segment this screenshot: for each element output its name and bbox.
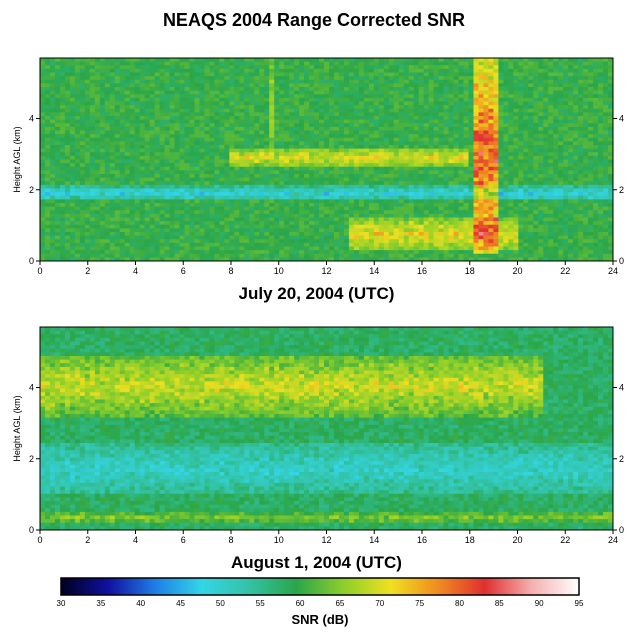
colorbar-tick-label: 65: [335, 599, 344, 608]
y-tick-label-right: 0: [619, 525, 624, 535]
x-tick-label: 10: [274, 266, 284, 276]
x-tick-label: 8: [228, 266, 233, 276]
colorbar-tick-label: 70: [375, 599, 384, 608]
x-tick-label: 6: [181, 535, 186, 545]
x-tick-label: 20: [512, 535, 522, 545]
x-tick-label: 12: [321, 266, 331, 276]
colorbar-tick-label: 35: [96, 599, 105, 608]
x-tick-label: 24: [608, 535, 618, 545]
colorbar-scale: [60, 577, 580, 596]
y-tick-label: 0: [29, 525, 34, 535]
y-axis-label: Height AGL (km): [12, 126, 22, 192]
x-tick-label: 24: [608, 266, 618, 276]
x-tick-label: 2: [85, 266, 90, 276]
heatmap-august-1: [40, 327, 614, 531]
colorbar-label: SNR (dB): [291, 612, 348, 627]
x-tick-label: 2: [85, 535, 90, 545]
colorbar-tick-label: 90: [535, 599, 544, 608]
y-tick-label: 4: [29, 383, 34, 393]
axis-ticks: 0 2 4 6 8 10 12 14 16 18 20 22 240 02 24 4: [29, 383, 624, 545]
y-tick-label: 0: [29, 256, 34, 266]
colorbar-tick-label: 50: [216, 599, 225, 608]
x-tick-label: 4: [133, 266, 138, 276]
colorbar-tick-label: 95: [575, 599, 584, 608]
figure-title: NEAQS 2004 Range Corrected SNR: [163, 10, 465, 30]
y-tick-label-right: 4: [619, 114, 624, 124]
panel-august-1: 0 2 4 6 8 10 12 14 16 18 20 22 240 02 24 4 Height AGL (…: [12, 326, 624, 572]
panel-july-20: 0 2 4 6 8 10 12 14 16 18 20 22 240 02 24 4 Height AGL (…: [12, 57, 624, 303]
x-tick-label: 12: [321, 535, 331, 545]
x-tick-label: 16: [417, 266, 427, 276]
colorbar-tick-label: 55: [256, 599, 265, 608]
x-tick-label: 22: [560, 266, 570, 276]
colorbar-tick-label: 40: [136, 599, 145, 608]
x-tick-label: 18: [465, 535, 475, 545]
colorbar: 30 35 40 45 50 55 60 65 70 75 80 85 90 95 SNR (dB): [57, 577, 584, 627]
y-tick-label-right: 4: [619, 383, 624, 393]
colorbar-tick-label: 75: [415, 599, 424, 608]
x-tick-label: 0: [37, 266, 42, 276]
x-tick-label: 4: [133, 535, 138, 545]
x-tick-label: 6: [181, 266, 186, 276]
y-axis-label: Height AGL (km): [12, 395, 22, 461]
x-tick-label: 14: [369, 266, 379, 276]
x-tick-label: 14: [369, 535, 379, 545]
y-tick-label-right: 2: [619, 185, 624, 195]
x-tick-label: 8: [228, 535, 233, 545]
colorbar-tick-label: 60: [296, 599, 305, 608]
heatmap-july-20: [40, 58, 614, 262]
x-tick-label: 22: [560, 535, 570, 545]
y-tick-label-right: 0: [619, 256, 624, 266]
y-tick-label-right: 2: [619, 454, 624, 464]
colorbar-tick-label: 45: [176, 599, 185, 608]
colorbar-ticks: 30 35 40 45 50 55 60 65 70 75 80 85 90 95: [57, 599, 584, 608]
y-tick-label: 4: [29, 114, 34, 124]
panel-title: August 1, 2004 (UTC): [231, 553, 402, 572]
y-tick-label: 2: [29, 454, 34, 464]
colorbar-tick-label: 85: [495, 599, 504, 608]
x-tick-label: 10: [274, 535, 284, 545]
colorbar-tick-label: 80: [455, 599, 464, 608]
x-tick-label: 0: [37, 535, 42, 545]
x-tick-label: 16: [417, 535, 427, 545]
x-tick-label: 20: [512, 266, 522, 276]
y-tick-label: 2: [29, 185, 34, 195]
axis-ticks: 0 2 4 6 8 10 12 14 16 18 20 22 240 02 24 4: [29, 114, 624, 276]
panel-title: July 20, 2004 (UTC): [239, 284, 395, 303]
colorbar-tick-label: 30: [57, 599, 66, 608]
x-tick-label: 18: [465, 266, 475, 276]
